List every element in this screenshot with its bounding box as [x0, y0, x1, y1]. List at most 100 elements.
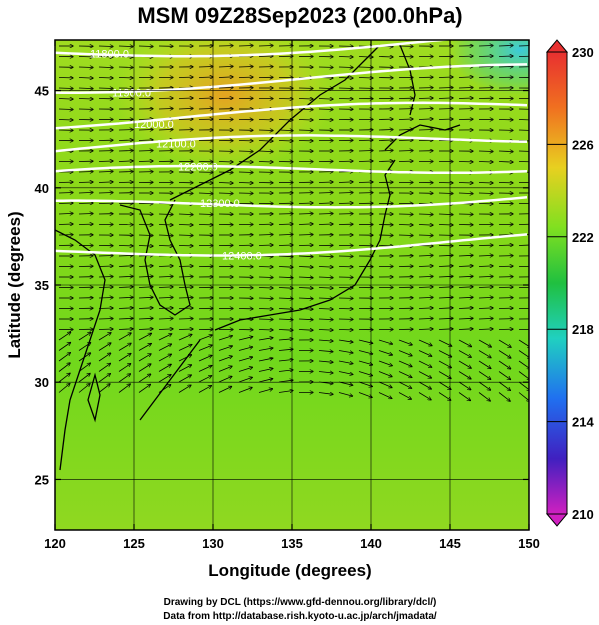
wind-arrow [58, 213, 73, 214]
wind-arrow [158, 109, 173, 110]
wind-arrow [358, 350, 373, 355]
wind-arrow [258, 379, 273, 383]
wind-arrow [98, 343, 111, 351]
wind-arrow [178, 214, 193, 215]
wind-arrow [98, 333, 111, 341]
wind-arrow [138, 308, 153, 309]
wind-arrow [438, 266, 453, 267]
wind-arrow [98, 161, 113, 162]
wind-arrow [358, 371, 372, 376]
wind-arrow [138, 318, 153, 319]
height-contour-label: 11900.0 [112, 88, 151, 100]
footer-credit-line-1: Drawing by DCL (https://www.gfd-dennou.o… [164, 597, 437, 608]
wind-arrow [78, 374, 90, 383]
wind-arrow [118, 140, 133, 141]
wind-arrow [418, 235, 433, 236]
wind-arrow [358, 392, 372, 398]
wind-arrow [178, 298, 193, 299]
wind-arrow [478, 151, 493, 152]
wind-arrow [178, 355, 192, 362]
wind-arrow [138, 46, 153, 47]
wind-arrow [278, 256, 293, 257]
wind-arrow [478, 183, 493, 184]
wind-arrow [158, 214, 173, 215]
wind-arrow [438, 350, 452, 357]
wind-arrow [258, 245, 273, 246]
wind-arrow [78, 78, 93, 79]
wind-arrow [378, 140, 393, 141]
wind-arrow [478, 350, 491, 358]
wind-arrow [298, 109, 313, 110]
wind-arrow [118, 308, 133, 309]
wind-arrow [458, 339, 471, 347]
wind-arrow [198, 183, 213, 184]
wind-arrow [418, 339, 432, 346]
wind-arrow [58, 343, 71, 351]
height-contour-label: 12300.0 [200, 198, 240, 210]
wind-arrow [318, 214, 333, 215]
wind-arrow [138, 161, 153, 162]
wind-arrow [258, 46, 273, 47]
wind-arrow [338, 360, 353, 364]
wind-arrow [358, 360, 373, 365]
wind-arrow [78, 203, 93, 204]
wind-arrow [478, 66, 493, 67]
wind-arrow [398, 225, 413, 226]
wind-arrow [138, 119, 153, 120]
wind-arrow [378, 57, 393, 58]
wind-arrow [98, 384, 110, 393]
wind-arrow [178, 108, 193, 109]
wind-arrow [58, 353, 70, 362]
wind-arrow [278, 288, 293, 289]
wind-arrow [98, 88, 113, 89]
wind-arrow [478, 46, 493, 47]
wind-arrow [478, 255, 493, 256]
wind-arrow [258, 162, 273, 163]
wind-arrow [378, 339, 392, 344]
wind-arrow [278, 245, 293, 246]
wind-arrow [78, 99, 93, 100]
wind-arrow [78, 172, 93, 173]
wind-arrow [138, 246, 153, 247]
wind-arrow [58, 332, 71, 341]
wind-arrow [278, 319, 293, 320]
wind-arrow [98, 256, 113, 257]
wind-arrow [178, 375, 191, 383]
wind-arrow [138, 354, 151, 362]
wind-arrow [278, 234, 293, 235]
wind-arrow [178, 277, 193, 278]
wind-arrow [398, 360, 412, 367]
wind-arrow [518, 129, 529, 131]
x-tick-label: 130 [202, 536, 224, 551]
wind-arrow [438, 318, 453, 319]
x-tick-label: 125 [123, 536, 145, 551]
wind-arrow [338, 392, 353, 397]
wind-arrow [98, 298, 113, 299]
cool-region [450, 40, 529, 95]
wind-arrow [398, 392, 411, 400]
wind-arrow [118, 329, 133, 330]
wind-arrow [358, 161, 373, 162]
wind-arrow [118, 67, 133, 68]
wind-arrow [218, 346, 232, 351]
wind-arrow [458, 329, 473, 330]
wind-arrow [418, 119, 433, 120]
x-axis: 120 125 130 135 140 145 150 [44, 40, 540, 551]
wind-arrow [238, 67, 253, 68]
wind-arrow [118, 354, 131, 362]
wind-arrow [378, 392, 392, 399]
wind-arrow [138, 235, 153, 236]
wind-arrow [458, 276, 473, 277]
wind-arrow [498, 151, 513, 152]
wind-arrow [418, 266, 433, 267]
wind-arrow [158, 308, 173, 309]
wind-arrow [158, 276, 173, 277]
wind-arrow [258, 309, 273, 310]
wind-arrow [418, 287, 433, 288]
wind-arrow [98, 182, 113, 183]
wind-arrow [478, 276, 493, 277]
wind-arrow [98, 78, 113, 79]
wind-arrow [278, 277, 293, 278]
wind-arrow [118, 318, 133, 319]
wind-arrow [518, 244, 529, 246]
